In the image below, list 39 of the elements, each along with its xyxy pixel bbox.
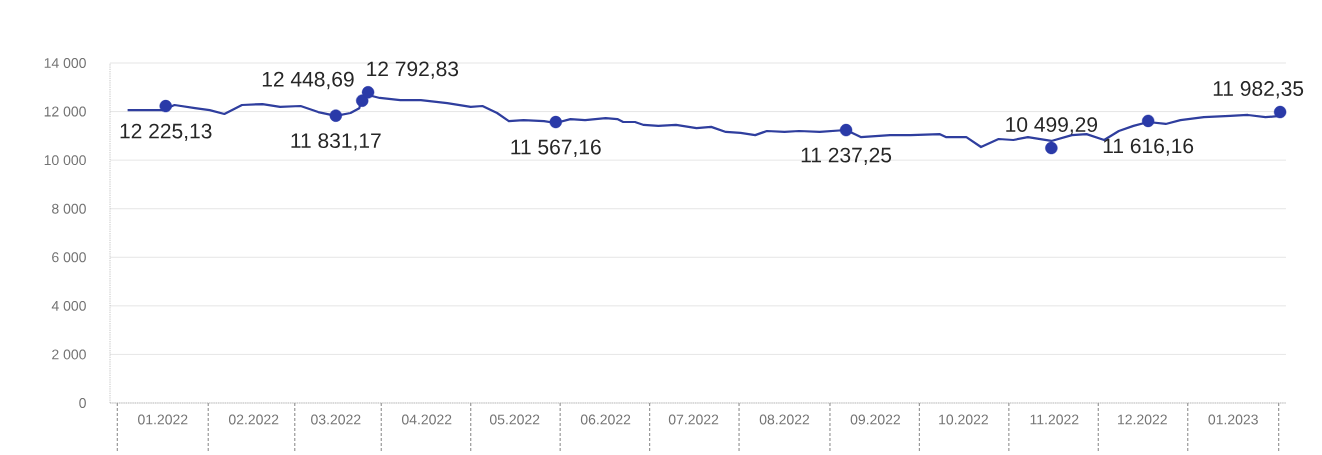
point	[549, 115, 562, 129]
x-tick-label: 03.2022	[311, 414, 361, 425]
data-label: 11 567,16	[511, 139, 601, 157]
x-tick-label: 01.2023	[1208, 414, 1258, 425]
y-tick-label: 4 000	[51, 300, 86, 311]
data-label: 12 225,13	[120, 123, 212, 141]
x-tick-label: 04.2022	[401, 414, 452, 425]
x-tick-label: 07.2022	[668, 414, 719, 425]
data-label: 11 982,35	[1213, 81, 1304, 99]
point	[159, 99, 172, 113]
y-tick-label: 2 000	[52, 349, 86, 360]
x-tick-label: 01.2022	[138, 414, 188, 425]
point	[1273, 105, 1287, 119]
data-label: 11 831,17	[291, 133, 381, 151]
data-label: 10 499,29	[1006, 117, 1098, 135]
y-tick-label: 6 000	[52, 252, 86, 263]
point	[356, 94, 369, 107]
point	[839, 123, 853, 137]
y-tick-label: 0	[79, 398, 86, 408]
point	[329, 109, 343, 122]
x-tick-label: 06.2022	[580, 414, 631, 425]
y-tick-label: 10 000	[44, 155, 86, 166]
x-tick-label: 02.2022	[228, 414, 279, 425]
point	[1045, 141, 1058, 155]
point	[361, 86, 375, 99]
y-tick-label: 12 000	[44, 106, 86, 117]
x-tick-label: 09.2022	[850, 414, 901, 425]
data-label: 11 616,16	[1103, 138, 1194, 156]
x-tick-label: 10.2022	[939, 414, 988, 425]
point	[1141, 114, 1155, 128]
y-tick-label: 14 000	[44, 58, 86, 68]
x-tick-label: 12.2022	[1118, 414, 1167, 425]
x-tick-label: 08.2022	[759, 414, 810, 425]
data-label: 12 448,69	[262, 71, 354, 90]
x-tick-label: 05.2022	[489, 414, 540, 425]
y-tick-label: 8 000	[52, 203, 86, 214]
x-tick-label: 11.2022	[1030, 414, 1079, 425]
data-label: 12 792,83	[367, 61, 459, 79]
data-label: 11 237,25	[801, 147, 892, 165]
